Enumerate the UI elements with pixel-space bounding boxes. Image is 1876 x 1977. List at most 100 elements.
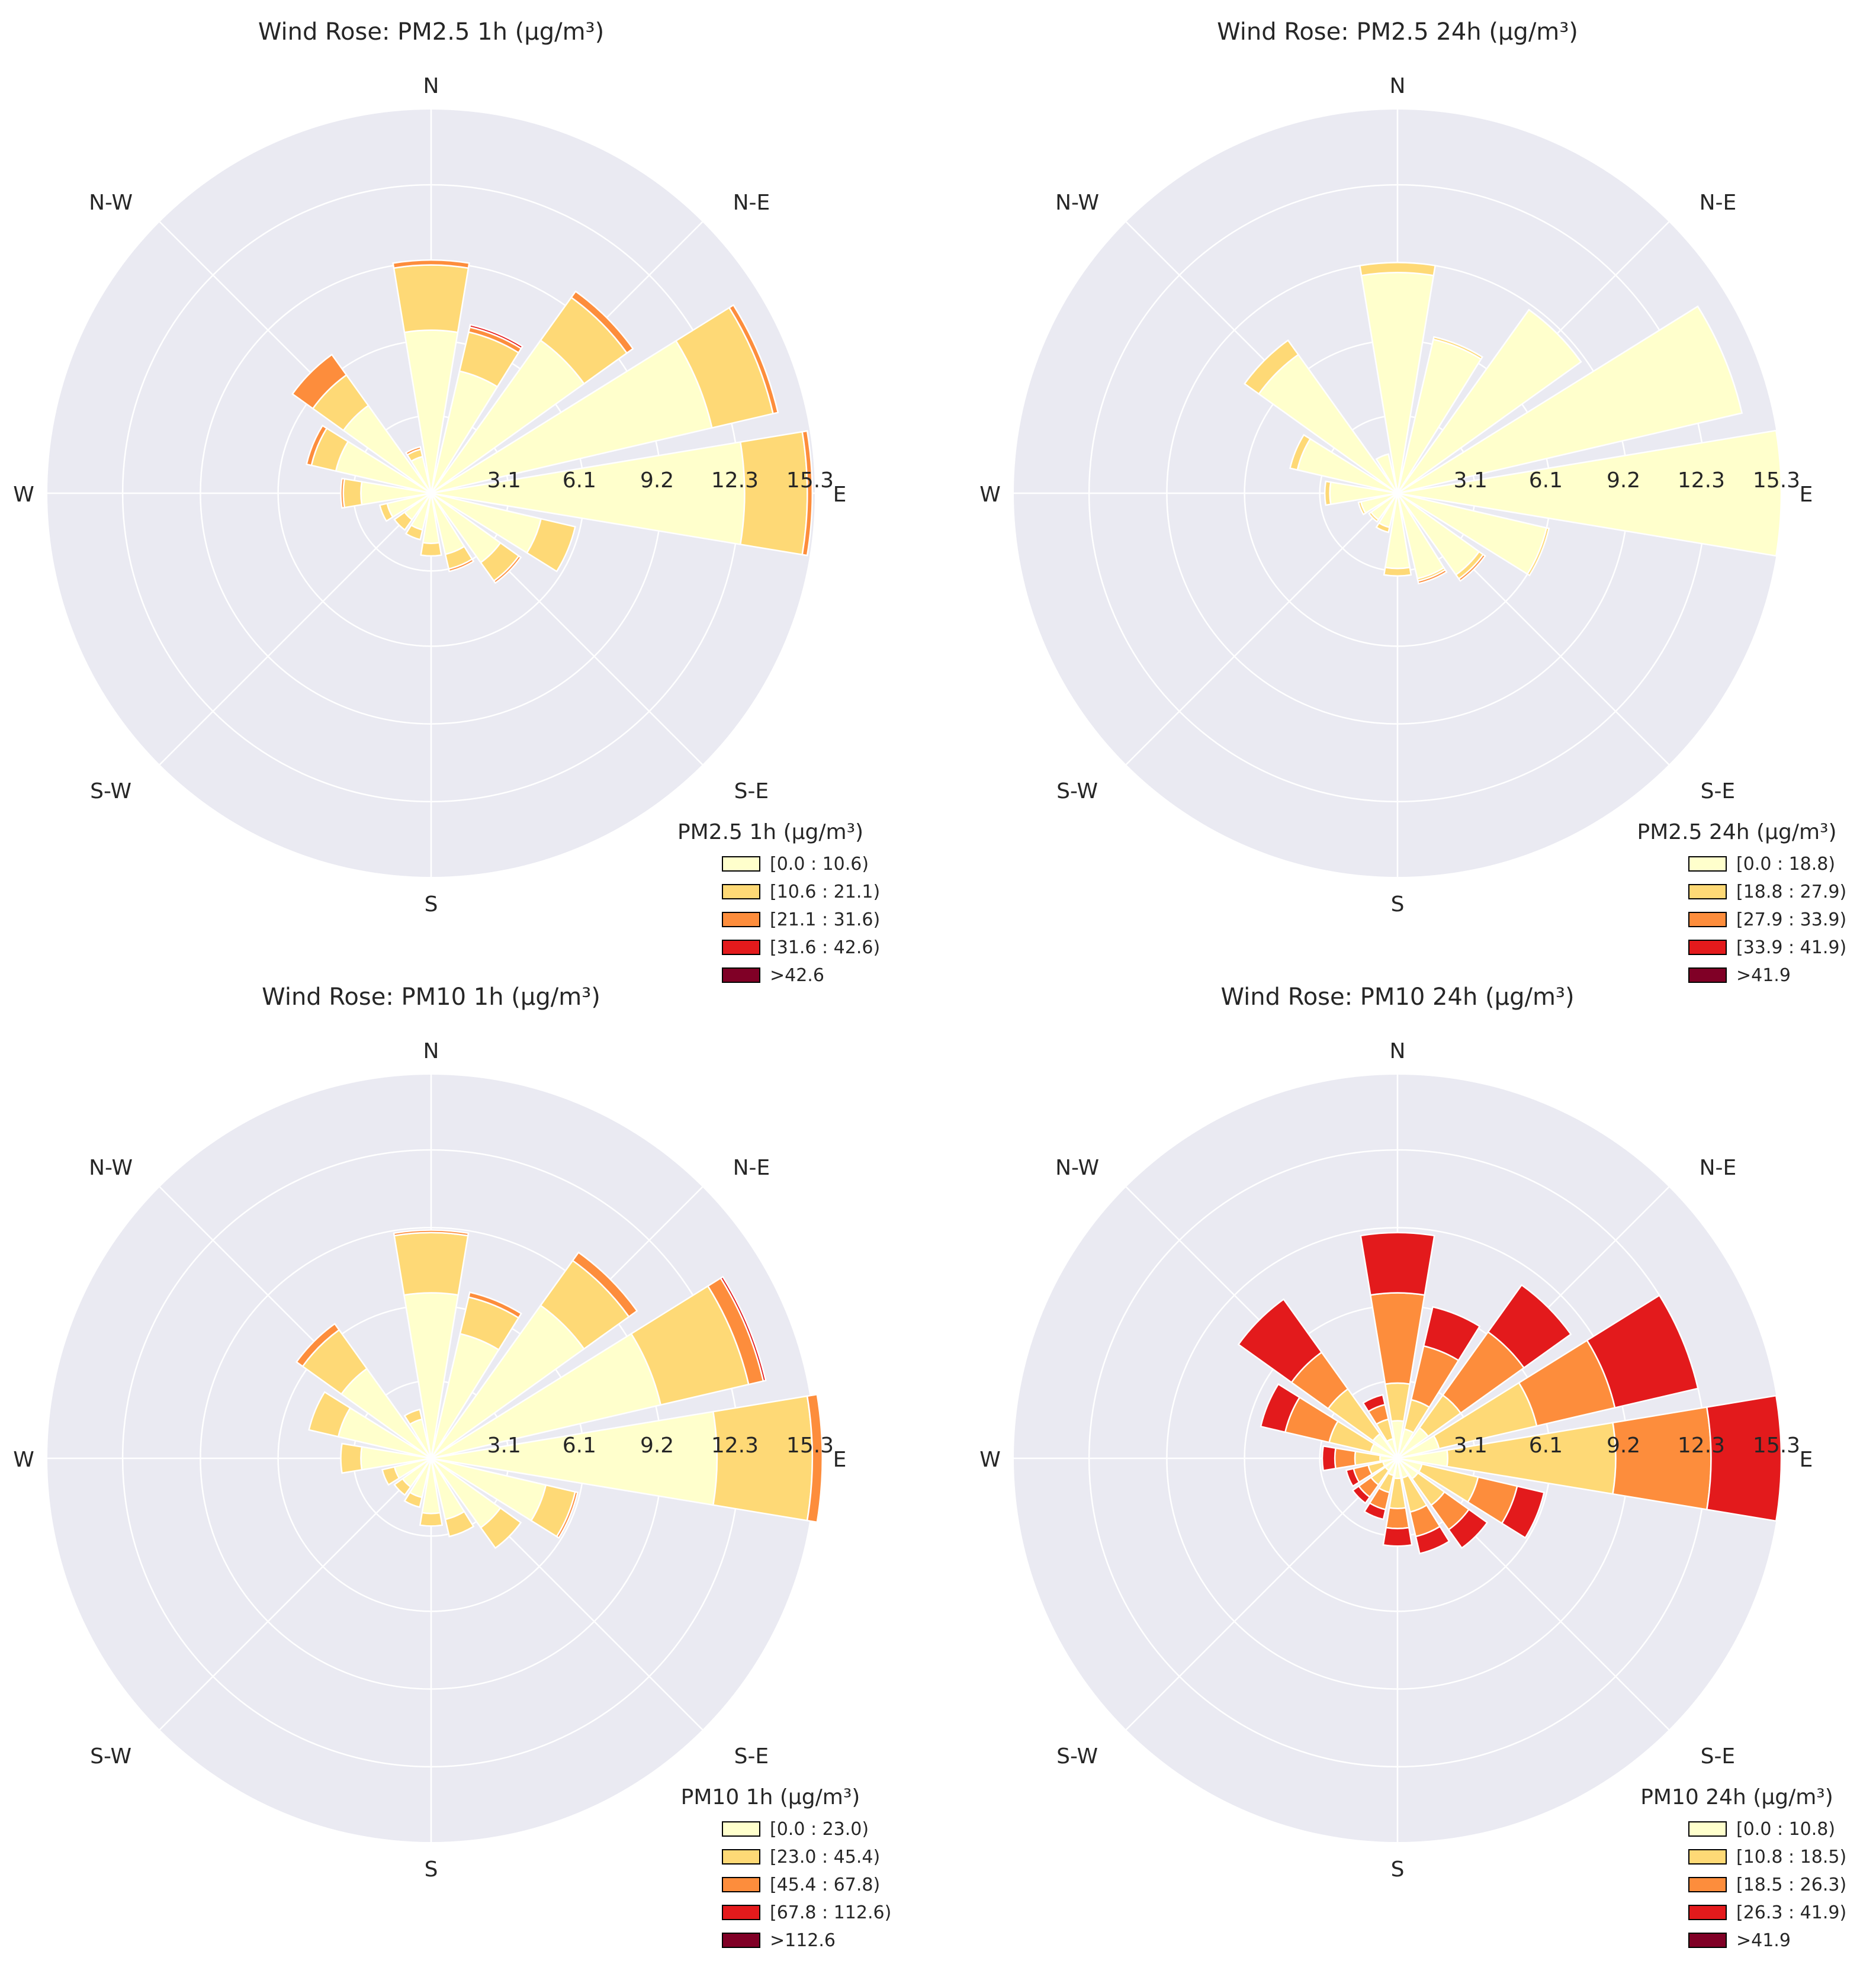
radial-tick-label: 9.2 [640,1433,674,1458]
wind-rose-bar-segment [1501,1485,1546,1539]
legend: PM2.5 24h (µg/m³) [0.0 : 18.8) [18.8 : 27.… [1637,820,1846,986]
legend-swatch [1688,884,1727,899]
wind-rose-bar-segment [493,555,522,584]
compass-direction-label: S-W [90,1744,131,1769]
legend-entry-label: [18.5 : 26.3) [1736,1875,1846,1895]
legend-swatch [722,1849,760,1865]
wind-rose-bar-segment [1324,480,1332,506]
legend: PM10 24h (µg/m³) [0.0 : 10.8) [10.8 : 18.5… [1640,1785,1846,1951]
wind-rose-bar-segment [1351,1485,1371,1505]
wind-rose-bar-segment [1362,1394,1386,1413]
wind-rose-bar-segment [1417,568,1448,585]
legend-swatch [1688,1821,1727,1837]
wind-rose-bar-segment [404,446,422,457]
wind-rose-panel-pm25-24h: Wind Rose: PM2.5 24h (µg/m³) 3.1 6.1 9.2 12… [979,18,1846,986]
wind-rose-panel-pm25-1h: Wind Rose: PM2.5 1h (µg/m³) 3.1 6.1 9.2 12.… [13,18,880,986]
wind-rose-bar-segment [1357,500,1367,516]
legend-entry-label: >41.9 [1736,965,1791,986]
wind-rose-bar-segment [1363,1502,1387,1520]
wind-rose-bar-segment [1415,1525,1451,1555]
wind-rose-bar-segment [1612,1406,1712,1510]
compass-direction-label: N [1390,1039,1406,1063]
wind-rose-bar-segment [555,1491,579,1539]
compass-direction-label: N [1390,74,1406,98]
radial-tick-label: 6.1 [563,1433,596,1458]
compass-direction-label: W [13,1448,34,1472]
wind-rose-bar-segment [1447,1508,1489,1550]
compass-direction-label: E [833,1448,847,1472]
legend-swatch [722,940,760,955]
wind-rose-bar-segment [381,1465,400,1486]
compass-direction-label: S [425,1857,438,1882]
wind-rose-bar-segment [1422,1306,1481,1362]
radial-tick-label: 12.3 [1678,1433,1725,1458]
wind-rose-bar-segment [801,430,814,557]
wind-rose-bar-segment [728,304,779,415]
legend-entry-label: [21.1 : 31.6) [770,909,880,930]
wind-rose-bar-segment [291,353,348,410]
polar-plot-area: 3.1 6.1 9.2 12.3 15.3 N N-E E S-E S S-W W N-W [13,74,846,917]
compass-direction-label: S-W [1056,1744,1098,1769]
wind-rose-bar-segment [1705,1394,1782,1522]
wind-rose-bar-segment [340,1442,363,1474]
radial-spoke [159,493,432,766]
polar-plot-area: 3.1 6.1 9.2 12.3 15.3 N N-E E S-E S S-W W N-W [979,74,1813,917]
legend-swatch [1688,1905,1727,1920]
wind-rose-bar-segment [1360,1232,1435,1296]
wind-rose-bar-segment [1375,453,1399,494]
legend-entry-label: [26.3 : 41.9) [1736,1902,1846,1923]
compass-direction-label: N-E [733,191,770,215]
compass-direction-label: N-W [1055,1156,1099,1180]
legend-swatch [722,967,760,983]
legend-entry-label: [67.8 : 112.6) [770,1902,891,1923]
compass-direction-label: N-E [1700,1156,1737,1180]
wind-rose-bar-segment [1368,511,1380,523]
legend-entry-label: [10.8 : 18.5) [1736,1847,1846,1867]
wind-rose-bar-segment [1457,553,1486,582]
wind-rose-bar-segment [1432,336,1483,361]
legend-title: PM2.5 24h (µg/m³) [1637,820,1836,844]
legend-entry-label: [45.4 : 67.8) [770,1875,880,1895]
legend: PM10 1h (µg/m³) [0.0 : 23.0) [23.0 : 45.4)… [681,1785,892,1951]
radial-tick-label: 15.3 [786,468,834,493]
compass-direction-label: S-E [734,779,769,803]
compass-direction-label: N-E [733,1156,770,1180]
wind-rose-bar-segment [1237,1298,1323,1384]
legend-swatch [1688,912,1727,927]
panel-title: Wind Rose: PM2.5 1h (µg/m³) [258,18,604,46]
legend-entry-label: >42.6 [770,965,824,986]
wind-rose-bar-segment [342,478,363,509]
wind-rose-bar-segment [1345,1467,1361,1487]
wind-rose-bar-segment [1358,262,1437,277]
compass-direction-label: N [423,74,439,98]
radial-tick-label: 15.3 [1753,1433,1800,1458]
wind-rose-bar-segment [712,1395,814,1522]
wind-rose-bar-segment [448,558,475,573]
wind-rose-bar-segment [378,502,394,522]
panel-title: Wind Rose: PM2.5 24h (µg/m³) [1217,18,1578,46]
wind-rose-bar-segment [719,1275,767,1382]
wind-rose-bar-segment [306,425,328,467]
wind-rose-bar-segment [1385,1507,1410,1529]
radial-tick-label: 3.1 [1454,468,1488,493]
wind-rose-bar-segment [1383,566,1412,577]
legend-title: PM10 24h (µg/m³) [1640,1785,1833,1809]
radial-tick-label: 12.3 [1678,468,1725,493]
legend-swatch [1688,1849,1727,1865]
wind-rose-bar-segment [1382,1526,1413,1547]
legend-swatch [722,1933,760,1948]
wind-rose-bar-segment [1487,1284,1572,1369]
radial-tick-label: 9.2 [640,468,674,493]
legend-swatch [1688,967,1727,983]
wind-rose-panel-pm10-24h: Wind Rose: PM10 24h (µg/m³) 3.1 6.1 9.2 12.… [979,983,1846,1951]
legend-entry-label: [0.0 : 23.0) [770,1819,869,1840]
radial-tick-label: 6.1 [1529,468,1563,493]
wind-rose-bar-segment [404,524,424,541]
wind-rose-bar-segment [1586,1294,1699,1409]
wind-rose-bar-segment [1397,305,1743,494]
wind-rose-bar-segment [571,1251,638,1318]
wind-rose-bar-segment [467,1291,522,1319]
radial-spoke [1125,1458,1398,1731]
legend-entry-label: [18.8 : 27.9) [1736,882,1846,902]
